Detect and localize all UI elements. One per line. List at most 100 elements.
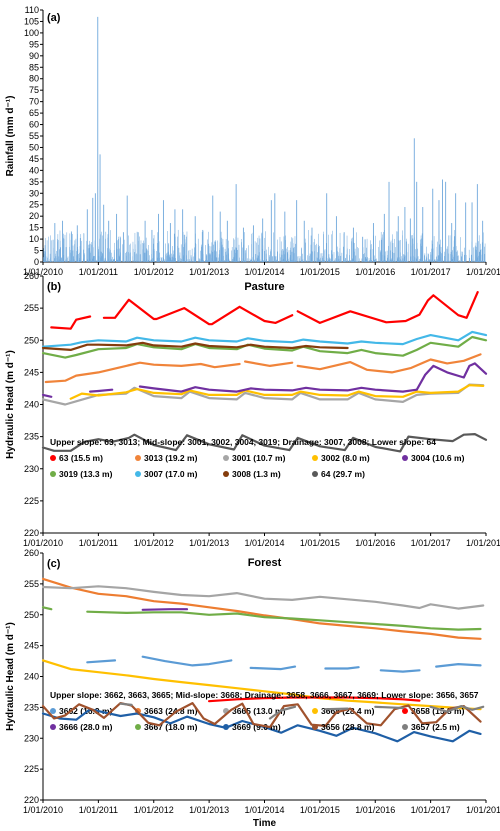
series-3013	[44, 353, 482, 384]
x-tick-label: 1/01/2017	[411, 267, 451, 277]
y-tick-label: 260	[24, 271, 39, 281]
legend-item: 3019 (13.3 m)	[50, 469, 113, 479]
series-3008	[41, 341, 349, 351]
legend-item: 3667 (18.0 m)	[135, 722, 198, 732]
series-line	[41, 433, 488, 453]
series-line	[86, 655, 482, 673]
panel-b-pasture: 220 225 230 235 240 245 250 255 260 1/01/2010 1/01…	[5, 271, 500, 548]
legend-marker	[50, 455, 56, 461]
legend-label: 3665 (13.0 m)	[232, 706, 286, 716]
y-tick-label: 65	[29, 108, 39, 118]
legend-item: 3666 (28.0 m)	[50, 722, 113, 732]
y-tick-label: 45	[29, 154, 39, 164]
x-tick-label: 1/01/2012	[134, 805, 174, 815]
y-tick-label: 85	[29, 62, 39, 72]
y-tick-label: 235	[24, 702, 39, 712]
legend-marker	[223, 455, 229, 461]
panel-label: (c)	[47, 558, 61, 570]
x-tick-label: 1/01/2018	[466, 538, 500, 548]
y-tick-label: 30	[29, 188, 39, 198]
legend-label: 3013 (19.2 m)	[144, 453, 198, 463]
y-tick-label: 245	[24, 367, 39, 377]
y-tick-label: 220	[24, 795, 39, 805]
legend-label: 3007 (17.0 m)	[144, 469, 198, 479]
y-tick-label: 255	[24, 303, 39, 313]
legend-item: 3007 (17.0 m)	[135, 469, 198, 479]
y-tick-label: 20	[29, 211, 39, 221]
y-axis-label: Hydraulic Head (m d⁻¹)	[5, 622, 16, 731]
y-tick-label: 70	[29, 97, 39, 107]
legend-label: 3668 (28.4 m)	[321, 706, 375, 716]
series-line	[50, 291, 479, 330]
panel-title: Forest	[248, 557, 282, 569]
y-tick-label: 100	[24, 28, 39, 38]
legend-label: 3658 (15.8 m)	[411, 706, 465, 716]
legend-item: 3658 (15.8 m)	[402, 706, 465, 716]
series-line	[41, 606, 482, 631]
series-64	[41, 433, 488, 453]
series-3019	[41, 335, 488, 359]
series-line	[44, 353, 482, 384]
legend-marker	[135, 724, 141, 730]
x-tick-label: 1/01/2018	[466, 805, 500, 815]
series-line	[141, 608, 189, 611]
series-line	[41, 341, 349, 351]
series-line	[41, 585, 485, 610]
y-tick-label: 0	[34, 257, 39, 267]
legend-marker	[223, 471, 229, 477]
legend-item: 3662 (16.9 m)	[50, 706, 113, 716]
y-tick-label: 110	[25, 5, 39, 15]
legend-marker	[50, 724, 56, 730]
legend-marker	[312, 724, 318, 730]
legend-label: 3662 (16.9 m)	[59, 706, 113, 716]
y-tick-label: 50	[29, 142, 39, 152]
y-tick-label: 40	[29, 165, 39, 175]
legend-label: 3666 (28.0 m)	[59, 722, 113, 732]
series-line	[208, 696, 421, 703]
panel-label: (b)	[47, 281, 61, 293]
x-tick-label: 1/01/2010	[23, 805, 63, 815]
y-tick-label: 220	[24, 528, 39, 538]
legend-item: 3656 (28.8 m)	[312, 722, 375, 732]
y-axis-label: Hydraulic Head (m d⁻¹)	[5, 350, 16, 459]
y-tick-label: 60	[29, 120, 39, 130]
y-tick-label: 225	[24, 764, 39, 774]
series-3656	[41, 702, 482, 729]
legend-item: 3001 (10.7 m)	[223, 453, 286, 463]
panel-a-rainfall: 0510152025303540455055606570758085909510…	[5, 5, 500, 277]
legend-label: 3669 (9.0 m)	[232, 722, 281, 732]
x-tick-label: 1/01/2017	[411, 805, 451, 815]
series-line	[41, 362, 488, 398]
legend-item: 3008 (1.3 m)	[223, 469, 281, 479]
x-tick-label: 1/01/2012	[134, 538, 174, 548]
y-tick-label: 250	[24, 335, 39, 345]
panel-label: (a)	[47, 12, 61, 24]
series-3657	[119, 702, 485, 720]
x-tick-label: 1/01/2012	[134, 267, 174, 277]
series-line	[69, 384, 485, 400]
site-note: Upper slope: 3662, 3663, 3665; Mid-slope…	[50, 690, 479, 700]
legend-item: 63 (15.5 m)	[50, 453, 103, 463]
series-3662	[86, 655, 482, 673]
site-note: Upper slope: 63, 3013; Mid-slope: 3001, …	[50, 437, 436, 447]
x-tick-label: 1/01/2011	[79, 267, 118, 277]
x-tick-label: 1/01/2018	[466, 267, 500, 277]
series-3002	[69, 384, 485, 400]
legend-marker	[402, 708, 408, 714]
y-axis-label: Rainfall (mm d⁻¹)	[5, 96, 16, 177]
series-3658	[208, 696, 421, 703]
legend-label: 3001 (10.7 m)	[232, 453, 286, 463]
series-line	[41, 335, 488, 359]
legend-label: 64 (29.7 m)	[321, 469, 365, 479]
legend-label: 3667 (18.0 m)	[144, 722, 198, 732]
legend-label: 63 (15.5 m)	[59, 453, 103, 463]
legend-label: 3019 (13.3 m)	[59, 469, 113, 479]
y-tick-label: 250	[24, 610, 39, 620]
series-line	[41, 330, 488, 348]
x-tick-label: 1/01/2014	[244, 267, 284, 277]
legend-item: 3013 (19.2 m)	[135, 453, 198, 463]
legend-label: 3008 (1.3 m)	[232, 469, 281, 479]
legend-item: 3669 (9.0 m)	[223, 722, 281, 732]
x-tick-label: 1/01/2015	[300, 267, 340, 277]
